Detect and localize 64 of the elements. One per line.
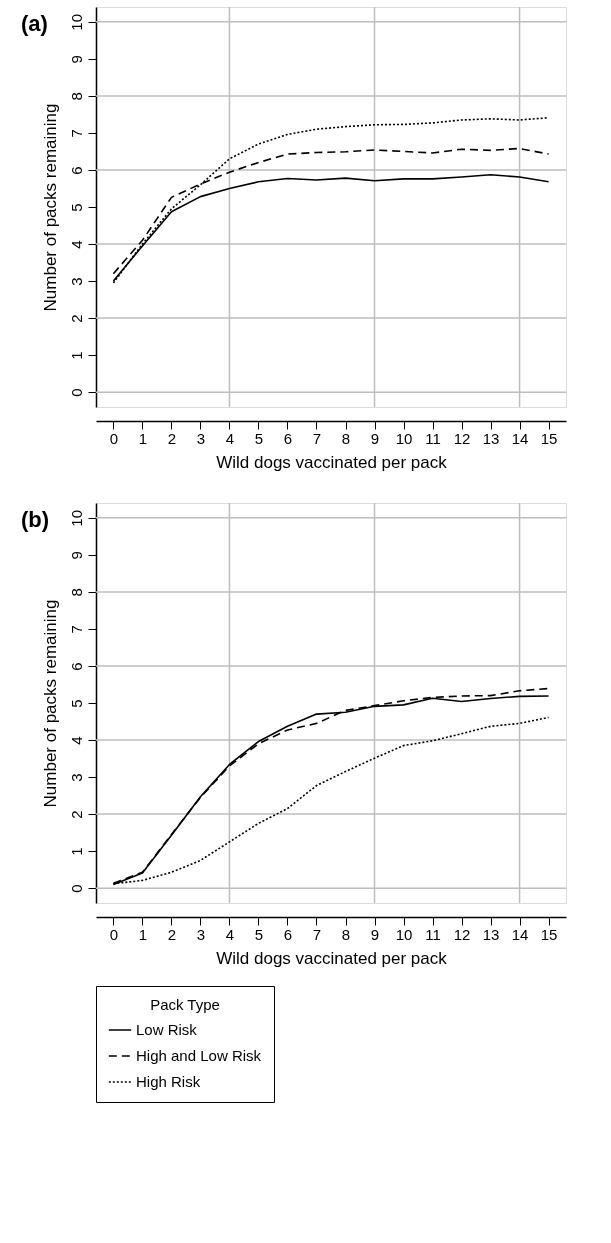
y-tick-label: 3 [67,277,85,286]
x-axis-title: Wild dogs vaccinated per pack [216,948,448,968]
x-tick-label: 7 [312,429,322,447]
x-tick-label: 12 [453,429,471,447]
x-tick-label: 15 [540,925,558,943]
y-tick-label: 6 [67,662,85,671]
x-tick-label: 11 [425,925,441,943]
x-tick-label: 10 [395,429,413,447]
y-tick-label: 0 [67,388,85,397]
y-tick-label: 4 [67,736,85,745]
x-tick-label: 3 [196,429,206,447]
x-tick-label: 7 [312,925,322,943]
x-tick-label: 2 [167,429,177,447]
x-tick-label: 5 [254,429,264,447]
y-tick-label: 1 [67,847,85,856]
y-tick-label: 5 [67,203,85,212]
x-tick-label: 6 [283,429,293,447]
x-tick-label: 13 [482,925,500,943]
x-tick-label: 15 [540,429,558,447]
x-tick-label: 12 [453,925,471,943]
y-tick-label: 6 [67,166,85,175]
x-tick-label: 3 [196,925,206,943]
x-tick-label: 8 [341,429,351,447]
x-tick-label: 13 [482,429,500,447]
legend-title: Pack Type [150,996,220,1013]
legend-label: High and Low Risk [136,1047,262,1064]
chart-title: (a) [21,11,48,37]
y-tick-label: 8 [67,588,85,597]
x-tick-label: 9 [370,925,380,943]
x-tick-label: 6 [283,925,293,943]
x-tick-label: 4 [225,429,235,447]
x-tick-label: 10 [395,925,413,943]
x-tick-label: 1 [138,429,148,447]
y-tick-label: 2 [67,314,85,323]
y-tick-label: 7 [67,625,85,634]
x-tick-label: 5 [254,925,264,943]
y-tick-label: 2 [67,810,85,819]
legend-label: High Risk [136,1073,201,1090]
y-tick-label: 8 [67,92,85,101]
x-tick-label: 9 [370,429,380,447]
y-tick-label: 9 [67,551,85,560]
x-tick-label: 1 [138,925,148,943]
y-tick-label: 10 [67,13,85,31]
y-tick-label: 0 [67,884,85,893]
x-tick-label: 11 [425,429,441,447]
x-tick-label: 14 [511,429,529,447]
y-axis-title: Number of packs remaining [40,599,60,808]
legend-label: Low Risk [136,1021,198,1038]
x-tick-label: 0 [109,429,119,447]
x-tick-label: 8 [341,925,351,943]
y-tick-label: 9 [67,55,85,64]
y-tick-label: 1 [67,351,85,360]
x-tick-label: 4 [225,925,235,943]
chart-title: (b) [21,507,50,533]
y-tick-label: 4 [67,240,85,249]
y-tick-label: 7 [67,129,85,138]
x-tick-label: 14 [511,925,529,943]
x-axis-title: Wild dogs vaccinated per pack [216,452,448,472]
y-axis-title: Number of packs remaining [40,103,60,312]
y-tick-label: 10 [67,509,85,527]
y-tick-label: 5 [67,699,85,708]
x-tick-label: 2 [167,925,177,943]
x-tick-label: 0 [109,925,119,943]
y-tick-label: 3 [67,773,85,782]
